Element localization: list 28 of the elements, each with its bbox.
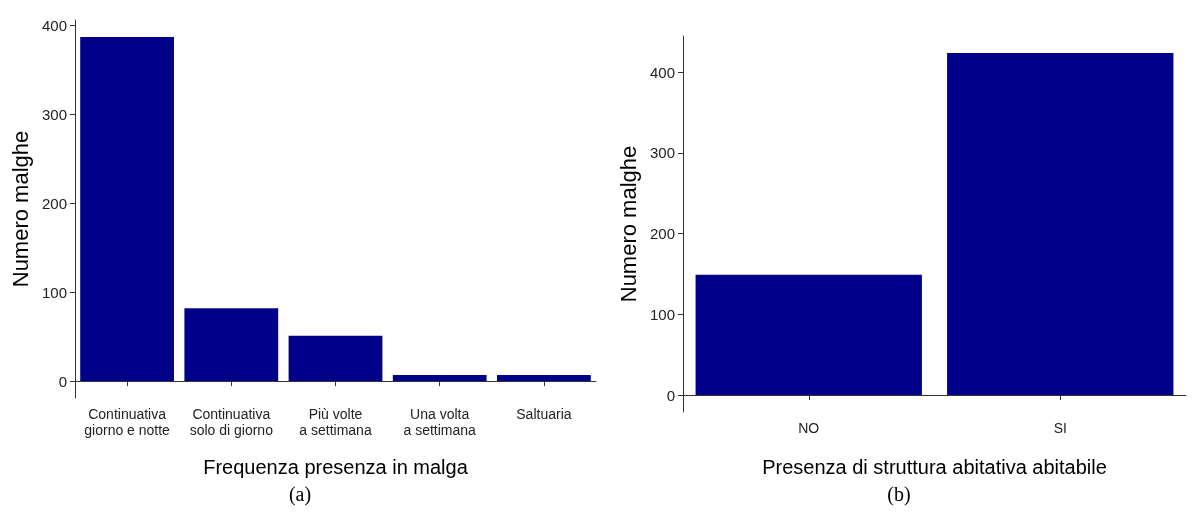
y-tick-label: 400	[41, 16, 67, 34]
y-axis-title: Numero malghe	[7, 130, 33, 288]
y-tick-label: 0	[58, 372, 67, 390]
y-axis-title: Numero malghe	[615, 145, 641, 303]
x-tick-label: SI	[1053, 420, 1067, 436]
bar	[288, 335, 383, 382]
bar	[392, 374, 487, 382]
x-tick-label: Una volta a settimana	[403, 406, 477, 438]
bar	[184, 308, 279, 382]
x-axis-title: Presenza di struttura abitativa abitabile	[762, 456, 1107, 478]
x-axis-title: Frequenza presenza in malga	[203, 456, 469, 478]
y-tick-label: 0	[666, 386, 675, 404]
text: (b)	[887, 483, 911, 506]
x-tick-label: Continuativa solo di giorno	[189, 406, 274, 438]
bar	[80, 36, 174, 382]
y-tick-label: 100	[41, 283, 67, 301]
x-tick-label: NO	[798, 420, 820, 436]
y-tick-label: 300	[41, 105, 67, 123]
y-tick-label: 300	[649, 144, 675, 162]
x-tick-label: Più volte a settimana	[299, 406, 372, 438]
x-tick-label: Continuativa giorno e notte	[84, 406, 171, 438]
y-tick-label: 400	[649, 63, 675, 81]
x-tick-label: Saltuaria	[516, 406, 572, 422]
y-tick-label: 200	[649, 225, 675, 243]
y-tick-label: 200	[41, 194, 67, 212]
text: (a)	[288, 483, 312, 506]
bar	[497, 374, 591, 382]
y-tick-label: 100	[649, 305, 675, 323]
